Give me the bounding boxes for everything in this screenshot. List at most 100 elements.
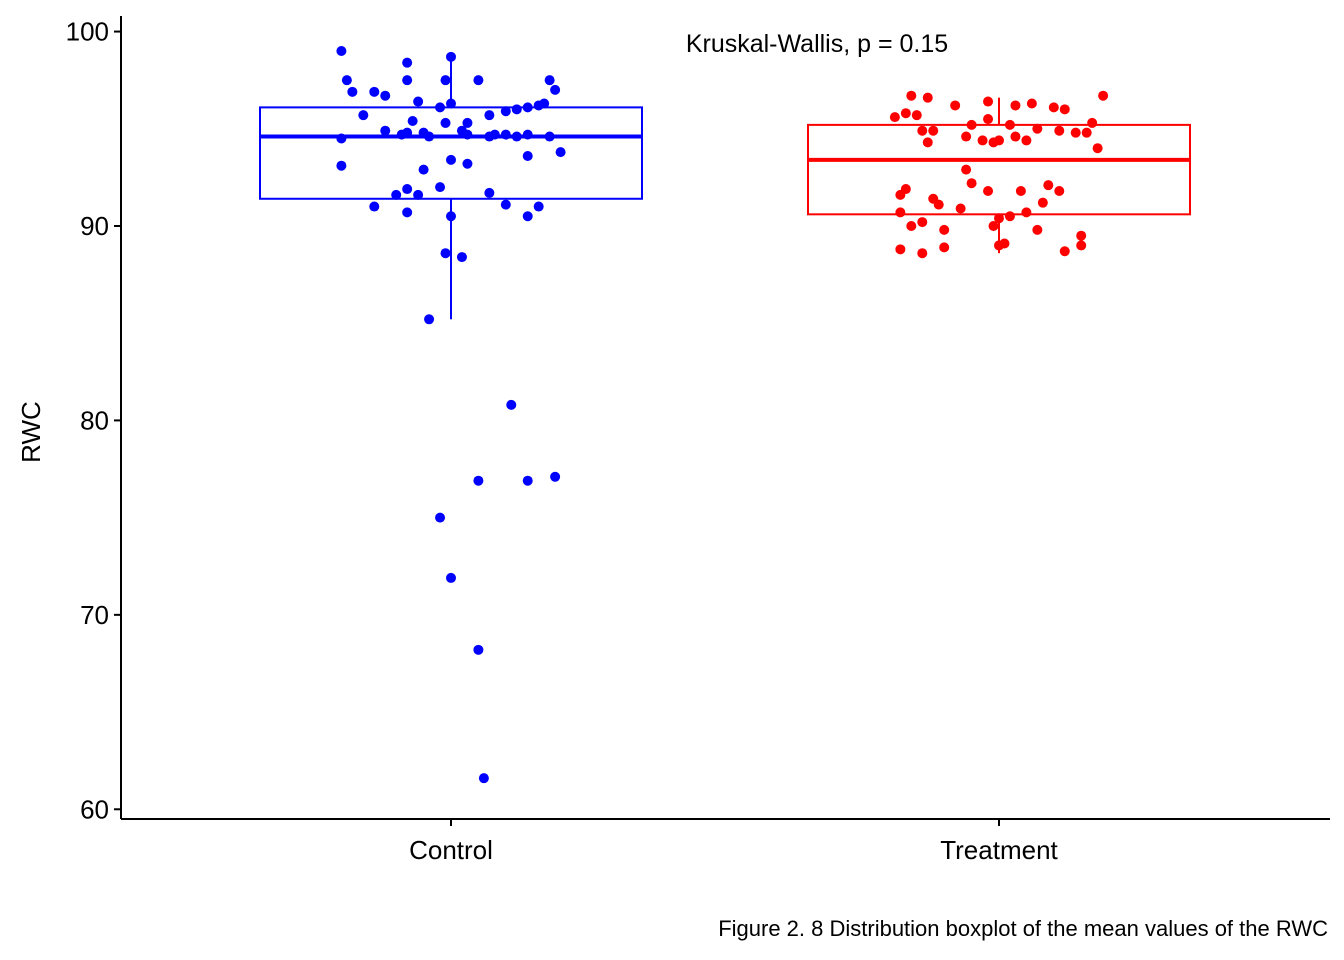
- control-point: [413, 189, 424, 200]
- control-point: [347, 86, 358, 97]
- control-point: [435, 182, 446, 193]
- x-tick-label: Control: [409, 835, 493, 865]
- treatment-point: [900, 108, 911, 119]
- treatment-point: [1098, 90, 1109, 101]
- control-point: [391, 189, 402, 200]
- treatment-point: [1081, 127, 1092, 138]
- control-point: [407, 115, 418, 126]
- stat-annotation: Kruskal-Wallis, p = 0.15: [686, 30, 948, 58]
- control-point: [462, 117, 473, 128]
- treatment-point: [1021, 135, 1032, 146]
- treatment-point: [939, 224, 950, 235]
- treatment-point: [1070, 127, 1081, 138]
- treatment-point: [1054, 125, 1065, 136]
- control-point: [478, 773, 489, 784]
- treatment-point: [966, 119, 977, 130]
- treatment-point: [961, 131, 972, 142]
- axes-layer: 60 70 80 90 100 Control Treatment: [66, 16, 1330, 865]
- treatment-point: [961, 164, 972, 175]
- y-tick-label: 80: [80, 405, 109, 435]
- treatment-point: [1032, 123, 1043, 134]
- control-point: [511, 104, 522, 115]
- treatment-point: [1054, 185, 1065, 196]
- control-point: [446, 572, 456, 583]
- control-point: [522, 129, 533, 140]
- control-point: [413, 96, 424, 107]
- treatment-point: [950, 100, 961, 111]
- control-point: [489, 129, 500, 140]
- control-point: [369, 86, 380, 97]
- control-point: [440, 75, 451, 86]
- treatment-point: [999, 238, 1010, 249]
- control-point: [533, 201, 544, 212]
- control-point: [336, 133, 347, 144]
- treatment-point: [1048, 102, 1059, 113]
- y-tick-label: 60: [80, 794, 109, 824]
- control-point: [341, 75, 352, 86]
- treatment-point: [1087, 117, 1098, 128]
- treatment-point: [917, 248, 928, 259]
- control-point: [539, 98, 550, 109]
- treatment-point: [1026, 98, 1037, 109]
- treatment-point: [1092, 143, 1103, 154]
- control-point: [435, 102, 446, 113]
- control-point: [402, 184, 413, 195]
- y-tick-label: 70: [80, 600, 109, 630]
- treatment-point: [1043, 180, 1054, 191]
- treatment-point: [1015, 185, 1026, 196]
- control-point: [550, 84, 561, 95]
- control-point: [456, 252, 467, 263]
- control-point: [446, 51, 456, 62]
- control-point: [506, 399, 517, 410]
- boxes-layer: [259, 56, 1191, 320]
- control-point: [440, 117, 451, 128]
- control-point: [484, 187, 495, 198]
- y-tick-label: 90: [80, 211, 109, 241]
- control-point: [336, 160, 347, 171]
- control-point: [424, 314, 435, 325]
- control-point: [446, 211, 456, 222]
- control-point: [446, 154, 456, 165]
- control-point: [522, 102, 533, 113]
- control-point: [462, 129, 473, 140]
- treatment-point: [911, 110, 922, 121]
- control-point: [500, 106, 511, 117]
- treatment-point: [917, 217, 928, 228]
- treatment-point: [922, 137, 933, 148]
- treatment-point: [939, 242, 950, 253]
- treatment-point: [983, 96, 994, 107]
- control-point: [402, 127, 413, 138]
- treatment-point: [906, 90, 917, 101]
- control-point: [500, 129, 511, 140]
- control-point: [402, 57, 413, 68]
- treatment-point: [955, 203, 966, 214]
- treatment-point: [1032, 224, 1043, 235]
- treatment-point: [933, 199, 944, 210]
- control-point: [435, 512, 446, 523]
- control-point: [500, 199, 511, 210]
- points-layer: [336, 45, 1109, 784]
- control-point: [555, 147, 566, 158]
- treatment-point: [1004, 119, 1015, 130]
- treatment-point: [895, 244, 906, 255]
- treatment-point: [1004, 211, 1015, 222]
- control-point: [358, 110, 369, 121]
- control-box: [259, 106, 643, 200]
- control-point: [484, 110, 495, 121]
- treatment-point: [1037, 197, 1048, 208]
- control-point: [380, 90, 391, 101]
- control-point: [511, 131, 522, 142]
- treatment-point: [994, 135, 1004, 146]
- control-point: [473, 475, 484, 486]
- control-point: [522, 475, 533, 486]
- treatment-point: [1021, 207, 1032, 218]
- control-point: [544, 75, 555, 86]
- treatment-point: [994, 213, 1004, 224]
- treatment-point: [1076, 230, 1087, 241]
- treatment-point: [1076, 240, 1087, 251]
- treatment-point: [1010, 131, 1021, 142]
- control-point: [522, 150, 533, 161]
- control-point: [473, 644, 484, 655]
- control-point: [440, 248, 451, 259]
